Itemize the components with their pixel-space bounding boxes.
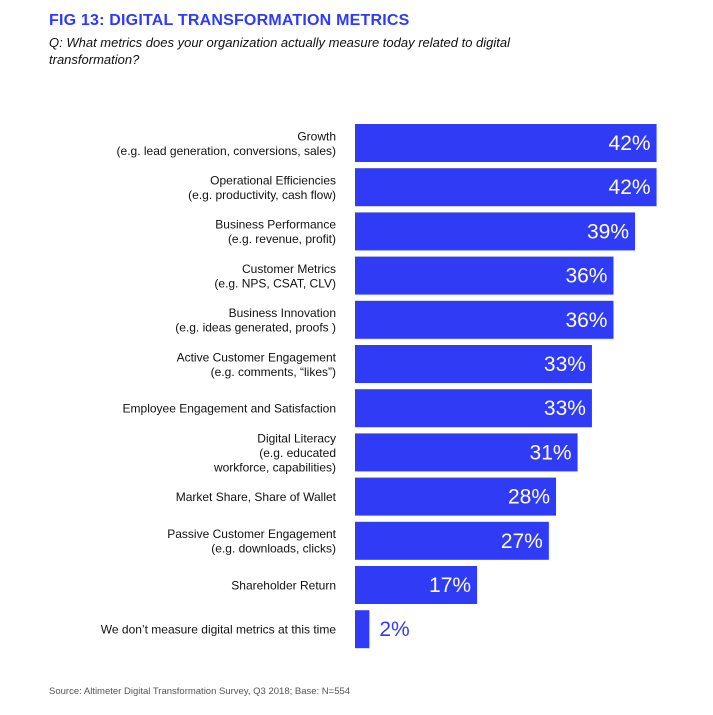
- bar-value-label: 36%: [565, 309, 607, 332]
- bar: [355, 521, 549, 560]
- category-label: Growth (e.g. lead generation, conversions…: [117, 129, 336, 158]
- bar: [355, 345, 592, 383]
- bar-value-label: 36%: [565, 265, 607, 288]
- category-label: Business Innovation (e.g. ideas generated…: [175, 306, 336, 335]
- category-label: Shareholder Return: [231, 579, 336, 593]
- bar-chart: 42% Growth (e.g. lead generation, conversi…: [101, 124, 657, 649]
- category-label: Business Performance (e.g. revenue, profi…: [215, 218, 336, 247]
- category-label: Employee Engagement and Satisfaction: [123, 402, 336, 416]
- bar: [355, 300, 614, 339]
- bar-value-label: 2%: [379, 618, 409, 641]
- source-note: Source: Altimeter Digital Transformation…: [49, 686, 351, 697]
- bar: [355, 256, 614, 295]
- bar-value-label: 17%: [429, 574, 471, 597]
- bar-value-label: 28%: [508, 486, 550, 509]
- category-label: We don’t measure digital metrics at this…: [101, 623, 337, 637]
- bar: [355, 566, 478, 604]
- bar-value-label: 33%: [544, 397, 586, 420]
- category-label: Operational Efficiencies (e.g. productivi…: [188, 173, 336, 202]
- bar: [355, 168, 657, 207]
- bar: [355, 212, 636, 251]
- bar-value-label: 31%: [530, 441, 572, 464]
- bar-value-label: 39%: [587, 220, 629, 243]
- bar: [355, 389, 592, 428]
- chart-question: Q: What metrics does your organization a…: [49, 35, 511, 67]
- bar: [355, 477, 557, 516]
- category-label: Customer Metrics (e.g. NPS, CSAT, CLV): [214, 262, 336, 291]
- bar-value-label: 33%: [544, 353, 586, 376]
- category-label: Passive Customer Engagement (e.g. downloa…: [167, 527, 336, 556]
- bar: [355, 610, 370, 649]
- bar: [355, 433, 578, 472]
- category-label: Digital Literacy (e.g. educated workforce,…: [213, 431, 336, 474]
- category-label: Market Share, Share of Wallet: [176, 490, 337, 504]
- bar-value-label: 42%: [609, 176, 651, 199]
- chart-title: FIG 13: DIGITAL TRANSFORMATION METRICS: [49, 12, 410, 29]
- bar-value-label: 27%: [501, 530, 543, 553]
- bar: [355, 124, 657, 162]
- category-label: Active Customer Engagement (e.g. comments…: [177, 350, 337, 379]
- bar-value-label: 42%: [609, 132, 651, 155]
